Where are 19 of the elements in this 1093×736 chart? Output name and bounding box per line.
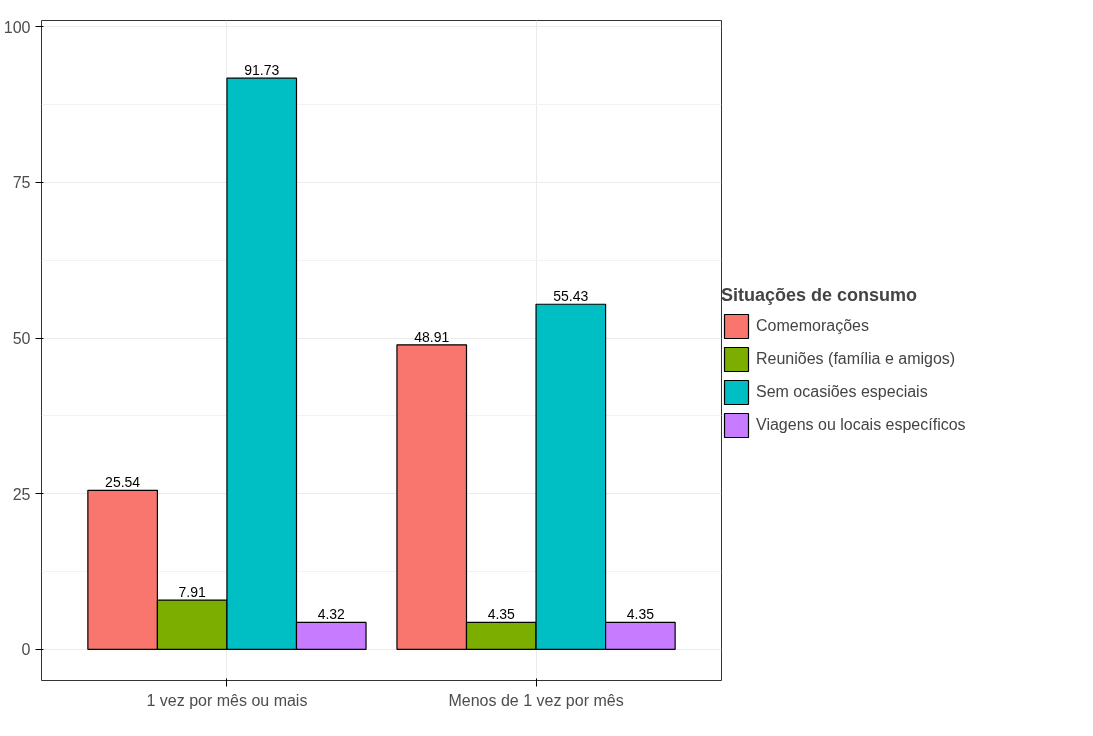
legend-label: Reuniões (família e amigos) (756, 350, 956, 368)
legend-label: Viagens ou locais específicos (756, 416, 966, 434)
x-tick-label: Menos de 1 vez por mês (448, 691, 624, 709)
data-label: 4.35 (626, 606, 655, 623)
y-tick-label: 75 (12, 174, 31, 192)
y-tick-label: 50 (12, 330, 31, 348)
data-label: 7.91 (178, 584, 207, 601)
data-label: 91.73 (244, 62, 280, 79)
data-label: 48.91 (414, 328, 450, 345)
x-tick-label: 1 vez por mês ou mais (146, 691, 308, 709)
data-label: 25.54 (105, 474, 141, 491)
data-label: 4.35 (487, 606, 516, 623)
data-label: 55.43 (553, 288, 589, 305)
y-tick-label: 100 (3, 18, 31, 36)
legend-label: Comemorações (756, 317, 869, 335)
legend-label: Sem ocasiões especiais (756, 383, 928, 401)
y-tick-label: 0 (21, 641, 31, 659)
y-tick-label: 25 (12, 485, 31, 503)
data-label: 4.32 (317, 606, 346, 623)
